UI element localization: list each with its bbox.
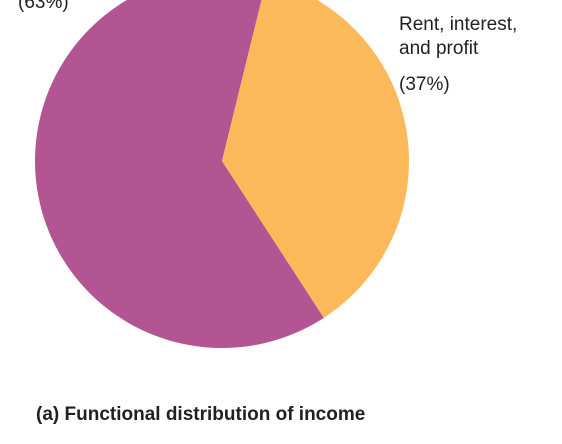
- slice-value-label: (63%): [18, 0, 69, 13]
- slice-label: Rent, interest, and profit: [399, 14, 518, 59]
- chart-title: (a) Functional distribution of income: [36, 404, 366, 425]
- slice-value-label: (37%): [399, 74, 450, 95]
- pie-slice: [222, 0, 409, 318]
- pie-slice: [35, 0, 324, 348]
